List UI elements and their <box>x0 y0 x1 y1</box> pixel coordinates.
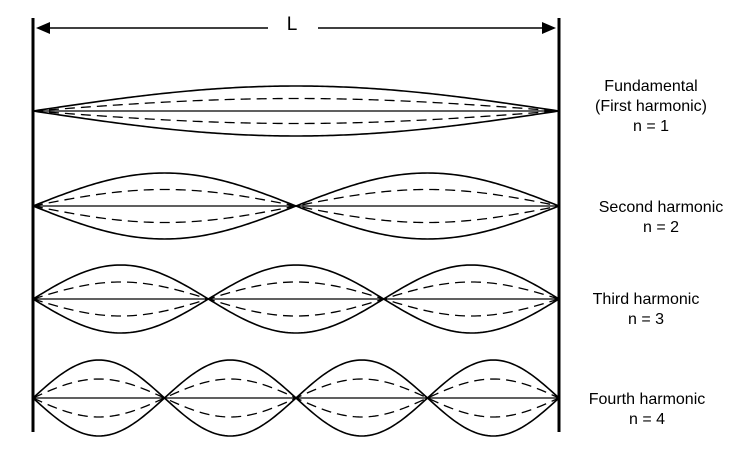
wave-intermediate-lower <box>32 188 560 224</box>
harmonic-name-line: (First harmonic) <box>594 98 708 115</box>
wave-intermediate-lower <box>32 281 560 317</box>
wave-envelope-upper <box>32 264 560 334</box>
length-label: L <box>280 14 304 36</box>
harmonic-label-3: Third harmonic n = 3 <box>593 290 700 330</box>
harmonic-label-4: Fourth harmonic n = 4 <box>589 390 706 430</box>
wave-intermediate-upper <box>32 281 560 317</box>
harmonic-name-line: Second harmonic <box>598 199 724 216</box>
harmonic-n-label: n = 1 <box>632 118 670 135</box>
harmonic-name-line: Third harmonic <box>592 291 700 308</box>
length-arrow-left-head <box>36 22 50 34</box>
wave-intermediate-upper <box>32 97 560 112</box>
harmonic-label-2: Second harmonic n = 2 <box>599 198 724 238</box>
wave-envelope-upper <box>32 85 560 112</box>
harmonic-name-line: Fundamental <box>604 78 698 95</box>
harmonic-n-label: n = 4 <box>628 411 666 428</box>
harmonic-n-label: n = 2 <box>642 219 680 236</box>
wave-envelope-lower <box>32 264 560 334</box>
wave-intermediate-lower <box>32 378 560 418</box>
wave-envelope-lower <box>32 110 560 137</box>
length-arrow-right-head <box>542 22 556 34</box>
harmonic-name-line: Fourth harmonic <box>588 391 706 408</box>
wave-group <box>32 85 560 437</box>
harmonic-n-label: n = 3 <box>627 311 665 328</box>
wave-intermediate-lower <box>32 110 560 125</box>
harmonic-label-1: Fundamental (First harmonic) n = 1 <box>595 77 707 137</box>
